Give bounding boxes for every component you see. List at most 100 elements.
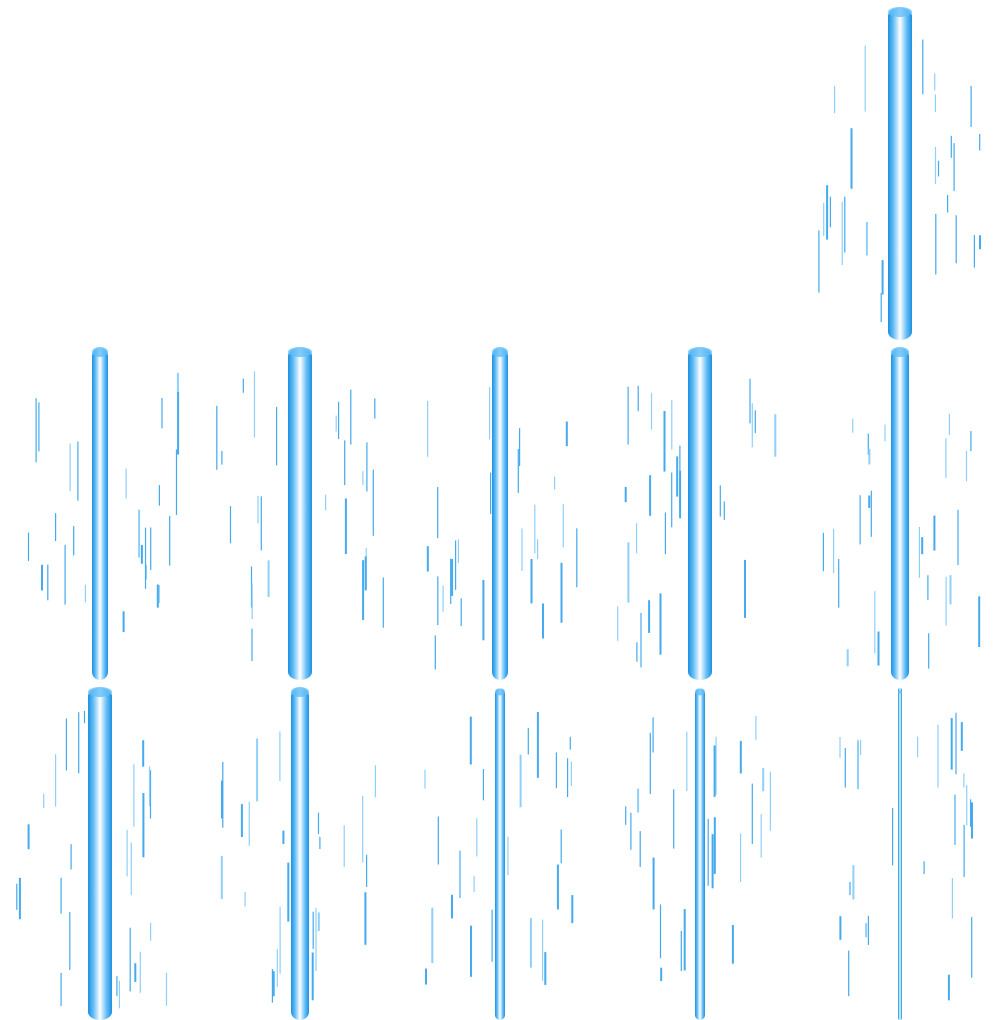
energy-streak	[374, 765, 376, 798]
energy-streak	[47, 564, 49, 601]
energy-streak	[253, 371, 256, 438]
energy-streak	[884, 424, 886, 442]
energy-streak	[451, 894, 453, 919]
energy-streak	[507, 836, 509, 876]
beam-cap	[898, 690, 902, 694]
energy-streak	[482, 769, 484, 801]
energy-streak	[839, 737, 841, 758]
energy-streak	[683, 909, 686, 971]
energy-streak	[344, 498, 347, 554]
energy-streak	[442, 585, 444, 612]
energy-streak	[536, 712, 539, 778]
energy-streak	[451, 559, 454, 596]
laser-beam	[695, 688, 705, 1020]
energy-streak	[521, 528, 523, 571]
energy-streak	[27, 824, 30, 850]
energy-streak	[366, 442, 368, 492]
energy-streak	[562, 504, 564, 548]
energy-streak	[544, 952, 547, 985]
energy-streak	[343, 825, 345, 867]
energy-streak	[937, 160, 940, 177]
energy-streak	[947, 195, 949, 213]
energy-streak	[567, 758, 569, 797]
energy-streak	[257, 495, 259, 524]
energy-streak	[874, 591, 876, 654]
energy-streak	[256, 738, 259, 802]
energy-streak	[617, 606, 619, 641]
energy-streak	[947, 974, 950, 1001]
energy-streak	[560, 562, 563, 623]
energy-streak	[960, 722, 963, 751]
energy-streak	[711, 834, 714, 889]
beam-cap	[888, 7, 912, 17]
energy-streak	[41, 564, 43, 591]
energy-streak	[325, 494, 327, 511]
energy-streak	[251, 583, 253, 620]
energy-streak	[344, 440, 346, 486]
energy-streak	[437, 576, 439, 625]
energy-streak	[470, 925, 472, 977]
energy-streak	[287, 862, 290, 922]
energy-streak	[534, 504, 536, 554]
energy-streak	[250, 566, 253, 608]
energy-streak	[839, 916, 842, 940]
energy-streak	[569, 736, 571, 750]
energy-streak	[954, 794, 956, 845]
energy-streak	[637, 385, 639, 412]
energy-streak	[482, 579, 485, 641]
energy-streak	[312, 911, 314, 949]
energy-streak	[865, 923, 868, 938]
energy-streak	[864, 45, 866, 112]
energy-streak	[762, 768, 765, 792]
energy-streak	[852, 418, 854, 433]
laser-beam	[898, 688, 902, 1020]
energy-streak	[963, 824, 965, 877]
energy-streak	[529, 918, 532, 968]
energy-streak	[142, 740, 145, 767]
energy-streak	[686, 731, 688, 792]
energy-streak	[55, 754, 57, 807]
energy-streak	[35, 398, 37, 463]
energy-streak	[425, 968, 427, 985]
energy-streak	[426, 546, 429, 572]
energy-streak	[640, 612, 642, 668]
energy-streak	[955, 712, 957, 775]
energy-streak	[65, 718, 67, 771]
energy-streak	[279, 731, 281, 782]
energy-streak	[877, 631, 880, 666]
energy-streak	[144, 527, 147, 589]
energy-streak	[857, 740, 859, 790]
energy-streak	[934, 147, 937, 184]
energy-streak	[978, 596, 981, 647]
energy-streak	[859, 495, 861, 545]
beam-cap	[891, 347, 909, 357]
sprite-frame-7	[426, 347, 578, 680]
energy-streak	[937, 724, 939, 788]
energy-streak	[844, 196, 846, 253]
energy-streak	[158, 585, 160, 603]
laser-beam	[891, 348, 909, 680]
energy-streak	[156, 584, 159, 608]
energy-streak	[476, 818, 478, 857]
energy-streak	[427, 400, 429, 457]
beam-cap	[88, 687, 112, 697]
energy-streak	[659, 593, 662, 655]
energy-streak	[176, 372, 179, 395]
energy-streak	[769, 771, 771, 831]
energy-streak	[760, 814, 762, 858]
energy-streak	[55, 513, 57, 541]
energy-streak	[928, 633, 930, 669]
energy-streak	[627, 386, 629, 445]
energy-streak	[317, 912, 320, 931]
energy-streak	[560, 829, 562, 864]
energy-streak	[374, 398, 376, 419]
energy-streak	[27, 532, 30, 561]
energy-streak	[60, 877, 62, 914]
energy-streak	[867, 433, 869, 455]
energy-streak	[38, 402, 40, 452]
energy-streak	[517, 449, 519, 493]
energy-streak	[161, 398, 163, 429]
energy-streak	[271, 969, 273, 1003]
energy-streak	[16, 883, 18, 910]
energy-streak	[83, 710, 86, 724]
